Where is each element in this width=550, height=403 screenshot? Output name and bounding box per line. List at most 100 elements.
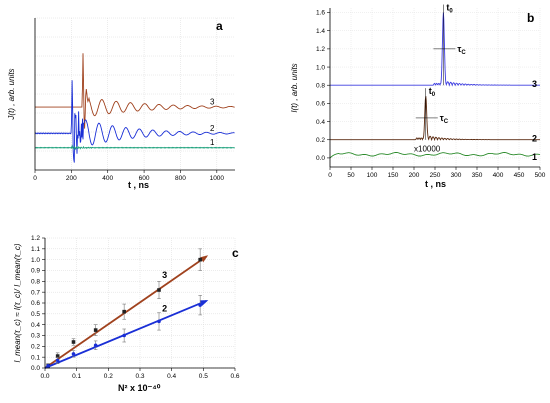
y-tick-label-b-0: 0.0 [316,155,325,162]
x-tick-label-b-3: 150 [388,172,399,179]
x-tick-label-b-10: 500 [535,172,546,179]
x-axis-label-b: t , ns [425,179,446,189]
y-axis-label-b: I(t) , arb. units [290,63,299,112]
annotation-tau-b-2: τC [440,113,449,125]
x-ticks-b: 0 50 100 150 200 250 300 350 400 450 500 [328,167,546,179]
series-label-c-2: 2 [162,304,167,314]
y-tick-label-c-10: 1.0 [31,257,40,264]
y-tick-label-c-6: 0.6 [31,300,40,307]
y-tick-label-c-12: 1.2 [31,235,40,242]
point-c-3-1 [55,354,60,358]
annotation-t0-b-3: t0 [446,3,453,15]
annotation-tau-sub-b-3: C [461,50,466,56]
point-c-2-4 [122,333,126,338]
point-c-3-6 [198,257,202,262]
series-a-2-line [34,80,235,163]
x-axis-label-a: t , ns [128,180,149,190]
x-tick-label-a-0: 0 [33,175,37,182]
point-c-2-6 [198,303,202,307]
series-label-b-1: 1 [532,152,537,162]
series-b-2-line [330,96,540,142]
series-labels-a: 3 2 1 [210,98,215,148]
point-c-2-3 [93,343,98,348]
annotations-b: t0 τC t0 τC x10000 [414,3,466,154]
y-axis-label-c: I_mean(τ_c) ≈ I(τ_c)/ I_mean(τ_c) [13,243,22,363]
annotation-x10000-b: x10000 [414,145,441,154]
series-labels-c: 32 [162,270,167,314]
y-ticks-c: 0.0 0.1 0.2 0.3 0.4 0.5 0.6 0.7 0.8 0.9 1.0 1.1 1.2 [31,235,45,372]
x-tick-label-b-4: 200 [409,172,420,179]
x-tick-label-c-2: 0.2 [104,373,113,380]
x-axis-label-c: N² x 10⁻⁴⁰ [118,383,161,393]
x-tick-label-c-3: 0.3 [135,373,144,380]
panel-label-b: b [527,11,534,25]
fit-arrow-c-3 [199,255,209,263]
series-label-a-1: 1 [210,138,215,147]
gridlines-b [329,8,541,167]
y-tick-label-c-9: 0.9 [31,268,40,275]
x-tick-label-b-5: 250 [430,172,441,179]
y-tick-label-b-3: 0.6 [316,101,325,108]
y-tick-label-b-8: 1.6 [316,10,325,17]
y-axis-label-a: J(t) , arb. units [7,68,16,120]
y-tick-label-c-2: 0.2 [31,344,40,351]
point-c-2-1 [55,358,60,363]
x-ticks-a: 0 200 400 600 800 1000 [33,170,224,182]
x-tick-label-b-6: 300 [451,172,462,179]
annotation-tau-sub-b-2: C [444,119,449,125]
y-tick-label-c-5: 0.5 [31,311,40,318]
x-tick-label-c-5: 0.5 [199,373,208,380]
x-tick-label-a-4: 800 [175,175,186,182]
x-tick-label-a-5: 1000 [210,175,225,182]
series-group-a [34,53,235,163]
y-tick-label-c-3: 0.3 [31,333,40,340]
series-group-c [44,248,209,369]
y-tick-label-b-7: 1.4 [316,28,325,35]
x-tick-label-b-7: 350 [472,172,483,179]
series-b-1-line [329,152,541,159]
series-a-3-line [35,53,235,129]
y-tick-label-c-11: 1.1 [31,246,40,253]
x-tick-label-c-1: 0.1 [72,373,81,380]
series-label-b-3: 3 [532,79,537,89]
series-b-3-line [330,12,540,87]
y-tick-label-c-7: 0.7 [31,289,40,296]
y-tick-label-b-4: 0.8 [316,82,325,89]
annotation-t0-b-2: t0 [429,86,436,98]
series-labels-b: 3 2 1 [532,79,537,162]
x-tick-label-c-0: 0.0 [40,373,49,380]
chart-a: 0 200 400 600 800 1000 t , ns J(t) , arb. uni… [7,17,235,190]
x-ticks-c: 0.0 0.1 0.2 0.3 0.4 0.5 0.6 [40,368,240,380]
fit-arrow-c-2 [199,300,209,306]
y-tick-label-b-6: 1.2 [316,46,325,53]
y-tick-label-c-1: 0.1 [31,354,40,361]
annotation-t0-sub-b-2: 0 [432,92,436,98]
point-c-2-0 [46,364,50,368]
x-tick-label-c-4: 0.4 [167,373,176,380]
gridlines-a [34,17,235,170]
fit-line-c-2 [44,300,207,369]
chart-c: 0.0 0.1 0.2 0.3 0.4 0.5 0.6 0.0 0.1 0.2 0.3 0.4 0.5… [13,235,240,393]
x-tick-label-a-3: 600 [139,175,150,182]
x-tick-label-b-0: 0 [328,172,332,179]
series-group-b [329,12,541,159]
y-tick-label-b-2: 0.4 [316,119,325,126]
x-tick-label-b-9: 450 [514,172,525,179]
y-tick-label-c-0: 0.0 [31,365,40,372]
point-c-3-3 [93,328,98,332]
x-tick-label-b-1: 50 [347,172,355,179]
annotation-tau-b-3: τC [457,44,466,56]
x-tick-label-c-6: 0.6 [230,373,239,380]
y-ticks-b: 0.0 0.2 0.4 0.6 0.8 1.0 1.2 1.4 1.6 [316,10,330,162]
panel-label-c: c [232,246,239,260]
series-label-b-2: 2 [532,134,537,144]
y-tick-label-c-4: 0.4 [31,322,40,329]
x-tick-label-a-1: 200 [66,175,77,182]
point-c-3-2 [71,340,76,344]
series-label-c-3: 3 [162,270,167,280]
y-tick-label-b-5: 1.0 [316,64,325,71]
y-tick-label-b-1: 0.2 [316,137,325,144]
series-label-a-2: 2 [210,124,215,133]
series-label-a-3: 3 [210,98,215,107]
point-c-3-4 [122,309,126,314]
